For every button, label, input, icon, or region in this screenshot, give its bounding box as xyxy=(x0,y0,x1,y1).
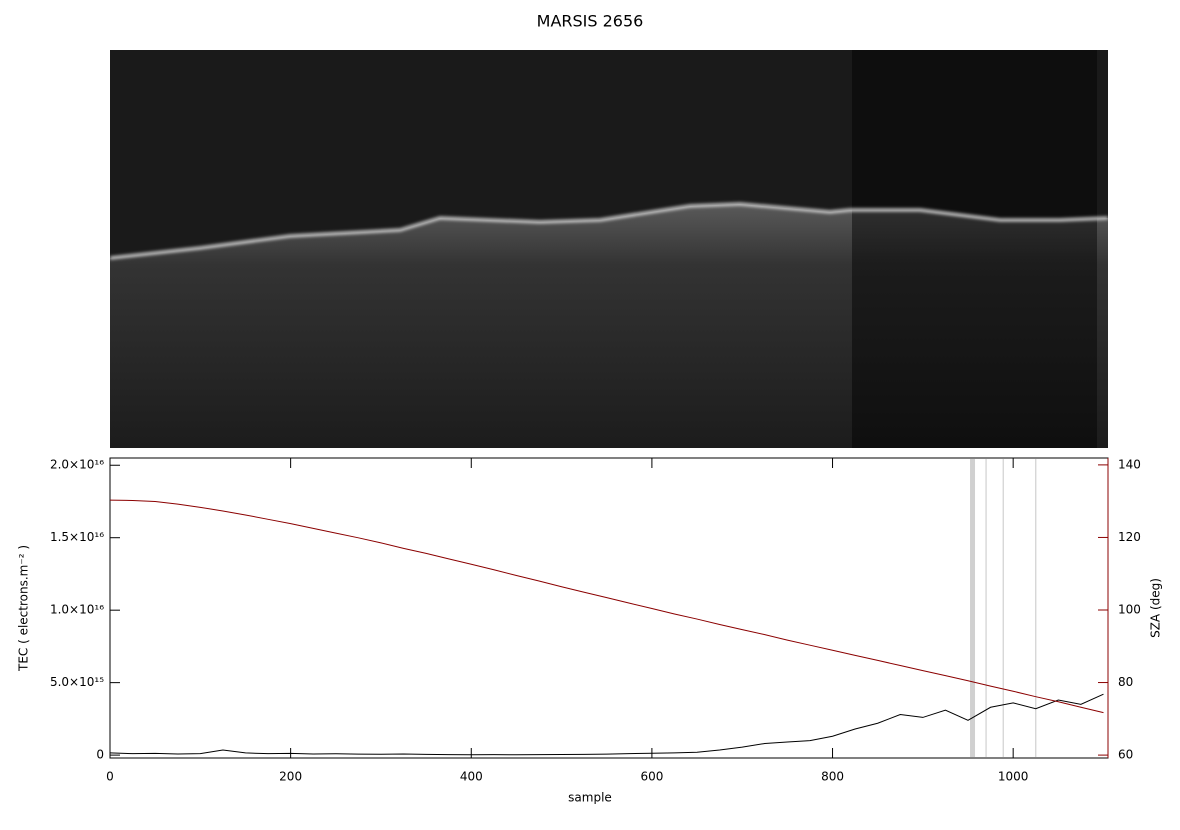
chart-title: MARSIS 2656 xyxy=(537,12,644,31)
dark-band xyxy=(852,50,1097,448)
y-tick-label: 1.0×10¹⁶ xyxy=(50,603,104,617)
x-tick-label: 200 xyxy=(279,770,302,784)
y-tick-label: 1.5×10¹⁶ xyxy=(50,530,104,544)
series-line xyxy=(109,693,1104,756)
y2-tick-label: 140 xyxy=(1118,457,1141,471)
series-line xyxy=(109,499,1104,714)
x-tick-label: 800 xyxy=(821,770,844,784)
y2-tick-label: 100 xyxy=(1118,602,1141,616)
x-tick-label: 400 xyxy=(460,770,483,784)
y2-axis-label: SZA (deg) xyxy=(1149,578,1163,638)
plot-frame xyxy=(109,457,1109,759)
y2-tick-label: 80 xyxy=(1118,675,1133,689)
subsurface xyxy=(110,204,1108,448)
x-tick-label: 600 xyxy=(640,770,663,784)
y-axis-label: TEC ( electrons.m⁻² ) xyxy=(17,545,31,672)
y2-tick-label: 60 xyxy=(1118,748,1133,762)
y-tick-label: 5.0×10¹⁵ xyxy=(50,675,104,689)
surface-echo xyxy=(110,202,1108,260)
y-tick-label: 0 xyxy=(96,748,104,762)
x-tick-label: 1000 xyxy=(998,770,1029,784)
y2-tick-label: 120 xyxy=(1118,530,1141,544)
radargram xyxy=(110,50,1108,448)
x-tick-label: 0 xyxy=(106,770,114,784)
x-axis-label: sample xyxy=(568,791,612,805)
y-tick-label: 2.0×10¹⁶ xyxy=(50,458,104,472)
